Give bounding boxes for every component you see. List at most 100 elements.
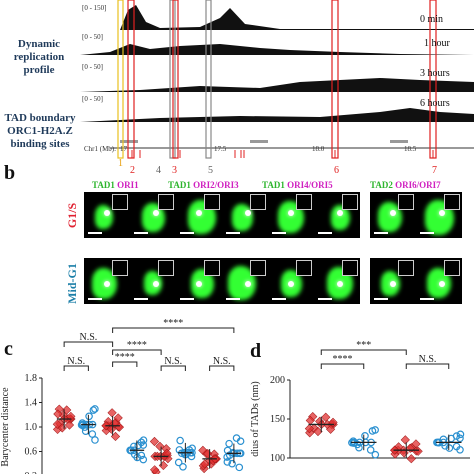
scale-bar [88, 232, 102, 234]
track-1-scale: [0 - 50] [82, 33, 103, 41]
scale-bar [272, 232, 286, 234]
panel-c-letter: c [4, 338, 13, 360]
zoom-inset [398, 194, 414, 210]
scale-bar [420, 232, 434, 234]
ori-signal [104, 281, 110, 287]
micrograph-r0-c4 [268, 192, 314, 238]
ori-signal [439, 210, 445, 216]
data-point [228, 459, 236, 468]
sig-bracket [209, 365, 235, 371]
data-point [174, 458, 183, 467]
micrograph-r0-c0 [84, 192, 130, 238]
y-tick-label: 1.0 [25, 422, 38, 433]
group-7 [223, 434, 245, 472]
data-point [162, 448, 172, 458]
data-point [304, 424, 315, 434]
coord-1: 17.5 [214, 145, 227, 153]
y-tick-label: 100 [270, 453, 285, 464]
sig-label: *** [356, 340, 371, 351]
micrograph-r0-c2 [176, 192, 222, 238]
y-axis-label: dius of TADs (nm) [250, 381, 261, 456]
micrograph-r0-c6 [370, 192, 416, 238]
sig-bracket [63, 341, 114, 347]
scale-bar [180, 232, 194, 234]
data-point [89, 406, 98, 414]
zoom-inset [398, 260, 414, 276]
scale-bar [226, 298, 240, 300]
ori-signal [245, 281, 251, 287]
marker-label-6: 6 [334, 165, 339, 176]
data-point [361, 432, 369, 440]
tad-signal [95, 205, 113, 229]
sig-bracket [112, 349, 162, 355]
track-0 [80, 5, 474, 30]
tad-signal [330, 204, 350, 230]
data-point [149, 436, 160, 447]
sig-bracket [112, 327, 235, 333]
marker-label-7: 7 [432, 165, 437, 176]
y-tick-label: 1.8 [25, 373, 38, 384]
sig-label: **** [163, 318, 183, 329]
ori-signal [104, 210, 110, 216]
data-point [137, 451, 146, 460]
group-1 [348, 426, 380, 459]
data-point [371, 450, 380, 459]
scale-bar [134, 232, 148, 234]
row-label-g1s: G1/S [65, 202, 80, 229]
data-point [413, 446, 423, 456]
ori-signal [245, 210, 251, 216]
data-point [150, 465, 160, 474]
coord-2: 18.0 [312, 145, 325, 153]
sig-label: **** [333, 354, 353, 365]
scale-bar [318, 298, 332, 300]
data-point [139, 455, 148, 464]
data-point [411, 439, 421, 449]
marker-label-3: 3 [172, 165, 177, 176]
coord-0: 17 [120, 145, 127, 153]
data-point [400, 435, 410, 445]
ori-signal [196, 210, 202, 216]
marker-1-line [117, 0, 124, 159]
sig-label: **** [127, 340, 147, 351]
track-2-time: 3 hours [420, 68, 450, 79]
y-tick-label: 0.2 [25, 471, 38, 474]
sig-bracket [63, 365, 89, 371]
scale-bar [318, 232, 332, 234]
data-point [236, 437, 245, 446]
data-point [223, 458, 232, 466]
data-point [182, 450, 190, 459]
micrograph-r0-c7 [416, 192, 462, 238]
marker-label-4: 4 [156, 165, 161, 176]
scale-bar [272, 298, 286, 300]
data-point [110, 431, 121, 442]
header-3: TAD2 ORI6/ORI7 [370, 180, 441, 190]
group-0 [52, 404, 76, 435]
sig-bracket [320, 363, 365, 369]
zoom-inset [342, 194, 358, 210]
ori-signal [196, 281, 202, 287]
micrograph-r1-c4 [268, 258, 314, 304]
sig-bracket [320, 349, 407, 355]
data-point [88, 430, 97, 438]
zoom-inset [342, 260, 358, 276]
data-point [368, 427, 377, 435]
ori-signal [288, 281, 294, 287]
data-point [445, 444, 454, 452]
header-2: TAD1 ORI4/ORI5 [262, 180, 333, 190]
data-point [91, 436, 99, 444]
track-3-time: 6 hours [420, 98, 450, 109]
micrograph-r1-c6 [370, 258, 416, 304]
track-1 [80, 44, 474, 55]
data-point [366, 446, 375, 454]
data-point [452, 442, 461, 451]
scale-bar [180, 298, 194, 300]
data-point [225, 439, 233, 448]
ori-signal [288, 210, 294, 216]
micrograph-r0-c1 [130, 192, 176, 238]
data-point [353, 440, 362, 449]
y-tick-label: 0.6 [25, 447, 38, 458]
data-point [200, 459, 210, 469]
dynamic-replication-label: Dynamic replication profile [13, 38, 65, 76]
data-point [52, 419, 62, 429]
sig-bracket [160, 365, 186, 371]
